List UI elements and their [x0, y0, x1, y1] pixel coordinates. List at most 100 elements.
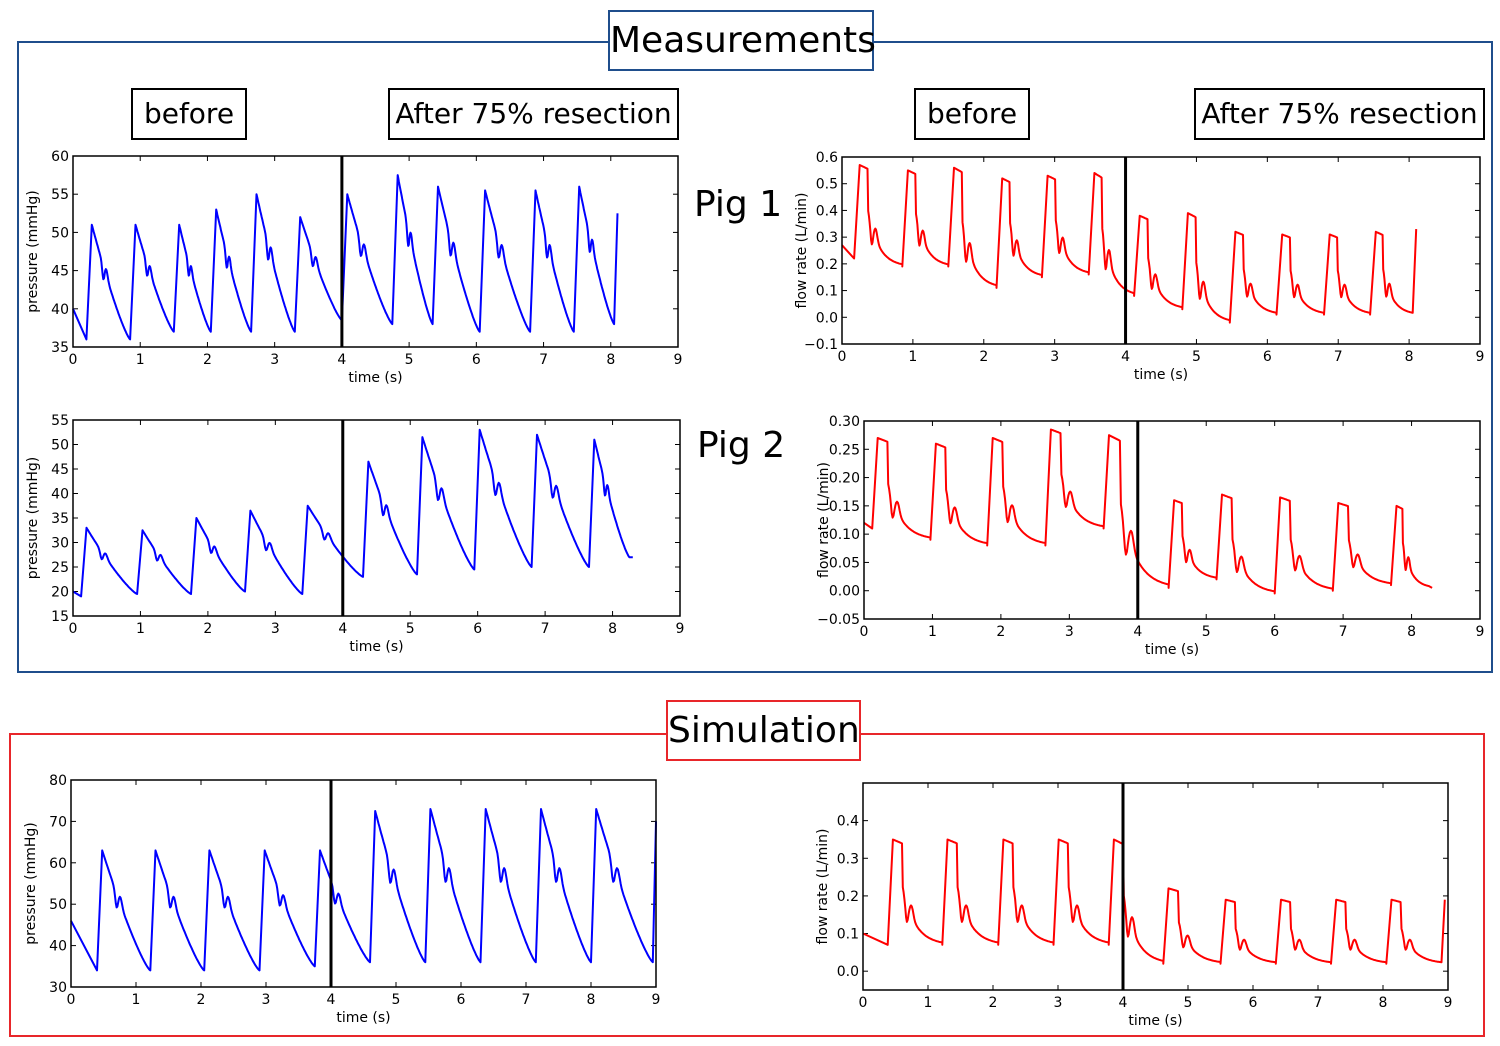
sim-flow-series-line [862, 838, 1446, 965]
y-tick-label: 0.2 [837, 889, 859, 905]
x-tick-label: 9 [674, 352, 683, 368]
x-tick-label: 4 [1121, 349, 1130, 365]
y-tick-label: 35 [51, 511, 69, 527]
x-tick-label: 0 [860, 624, 869, 640]
x-tick-label: 7 [541, 621, 550, 637]
y-tick-label: 30 [51, 536, 69, 552]
pig2-flow-series-line [863, 428, 1433, 595]
plot-area-frame [863, 420, 1481, 620]
x-tick-label: 5 [405, 352, 414, 368]
y-tick-label: 0.20 [829, 471, 860, 487]
y-axis-label: pressure (mmHg) [25, 457, 41, 580]
y-tick-label: 0.5 [816, 177, 838, 193]
y-tick-label: 60 [51, 149, 69, 165]
x-tick-label: 6 [1249, 995, 1258, 1011]
x-tick-label: 8 [1405, 349, 1414, 365]
y-tick-label: 50 [49, 897, 67, 913]
x-tick-label: 2 [197, 992, 206, 1008]
after-label-flow: After 75% resection [1194, 88, 1485, 140]
y-tick-label: 40 [51, 487, 69, 503]
x-tick-label: 2 [203, 352, 212, 368]
y-tick-label: 0.4 [816, 203, 838, 219]
x-tick-label: 7 [1314, 995, 1323, 1011]
x-tick-label: 7 [1334, 349, 1343, 365]
y-tick-label: 0.1 [837, 927, 859, 943]
x-tick-label: 8 [1407, 624, 1416, 640]
x-tick-label: 1 [908, 349, 917, 365]
x-tick-label: 6 [473, 621, 482, 637]
sim-pressure-chart: 0 1 2 3 4 5 6 7 8 9 30 40 50 60 70 80 time (s) pressure (… [23, 773, 660, 1026]
x-tick-label: 9 [676, 621, 685, 637]
pig1-label: Pig 1 [694, 184, 783, 225]
x-tick-label: 0 [69, 352, 78, 368]
y-tick-label: 15 [51, 609, 69, 625]
y-axis-label: flow rate (L/min) [815, 828, 831, 944]
x-tick-label: 7 [522, 992, 531, 1008]
sim-flow-chart: 0 1 2 3 4 5 6 7 8 9 0.0 0.1 0.2 0.3 0.4 time (s) flow ra… [815, 782, 1453, 1029]
y-tick-label: 35 [51, 340, 69, 356]
plot-area-frame [72, 155, 679, 348]
y-tick-label: 20 [51, 585, 69, 601]
y-axis-label: flow rate (L/min) [816, 462, 832, 578]
x-tick-label: 7 [539, 352, 548, 368]
x-tick-label: 5 [392, 992, 401, 1008]
x-tick-label: 3 [1065, 624, 1074, 640]
x-axis-label: time (s) [349, 639, 403, 655]
y-tick-label: 55 [51, 187, 69, 203]
x-tick-label: 1 [136, 352, 145, 368]
y-tick-label: 0.15 [829, 499, 860, 515]
y-tick-label: 0.00 [829, 584, 860, 600]
x-tick-label: 5 [406, 621, 415, 637]
y-tick-label: 0.3 [837, 851, 859, 867]
plot-area-frame [841, 156, 1481, 345]
x-tick-label: 3 [1054, 995, 1063, 1011]
y-tick-label: 50 [51, 438, 69, 454]
y-tick-label: 0.05 [829, 555, 860, 571]
y-tick-label: 70 [49, 814, 67, 830]
x-tick-label: 1 [132, 992, 141, 1008]
before-label-pressure: before [131, 88, 247, 140]
y-axis-label: pressure (mmHg) [23, 822, 39, 945]
sim-pressure-series-line [70, 808, 657, 972]
x-tick-label: 0 [67, 992, 76, 1008]
y-axis-label: pressure (mmHg) [25, 190, 41, 313]
x-tick-label: 6 [1270, 624, 1279, 640]
x-tick-label: 8 [1379, 995, 1388, 1011]
after-label-pressure: After 75% resection [388, 88, 679, 140]
y-tick-label: 0.4 [837, 814, 859, 830]
x-tick-label: 0 [838, 349, 847, 365]
x-tick-label: 4 [327, 992, 336, 1008]
x-tick-label: 6 [1263, 349, 1272, 365]
y-tick-label: 40 [51, 302, 69, 318]
x-tick-label: 4 [337, 352, 346, 368]
x-tick-label: 2 [996, 624, 1005, 640]
pig1-pressure-series-line [72, 174, 619, 341]
x-tick-label: 5 [1202, 624, 1211, 640]
y-tick-label: 0.10 [829, 527, 860, 543]
x-tick-label: 9 [1444, 995, 1453, 1011]
y-tick-label: 0.0 [837, 964, 859, 980]
x-tick-label: 0 [859, 995, 868, 1011]
y-tick-label: 0.0 [816, 310, 838, 326]
x-tick-label: 9 [1476, 624, 1485, 640]
x-axis-label: time (s) [1145, 642, 1199, 658]
x-tick-label: 8 [606, 352, 615, 368]
y-tick-label: 0.6 [816, 150, 838, 166]
x-tick-label: 5 [1192, 349, 1201, 365]
before-label-flow: before [914, 88, 1030, 140]
x-tick-label: 1 [928, 624, 937, 640]
y-tick-label: 0.3 [816, 230, 838, 246]
x-tick-label: 8 [608, 621, 617, 637]
x-axis-label: time (s) [336, 1010, 390, 1026]
y-tick-label: 25 [51, 560, 69, 576]
y-tick-label: 80 [49, 773, 67, 789]
pig1-flow-series-line [841, 164, 1418, 324]
x-tick-label: 0 [69, 621, 78, 637]
x-tick-label: 3 [270, 352, 279, 368]
simulation-title: Simulation [666, 700, 861, 761]
plot-area-frame [72, 419, 681, 617]
x-tick-label: 2 [979, 349, 988, 365]
